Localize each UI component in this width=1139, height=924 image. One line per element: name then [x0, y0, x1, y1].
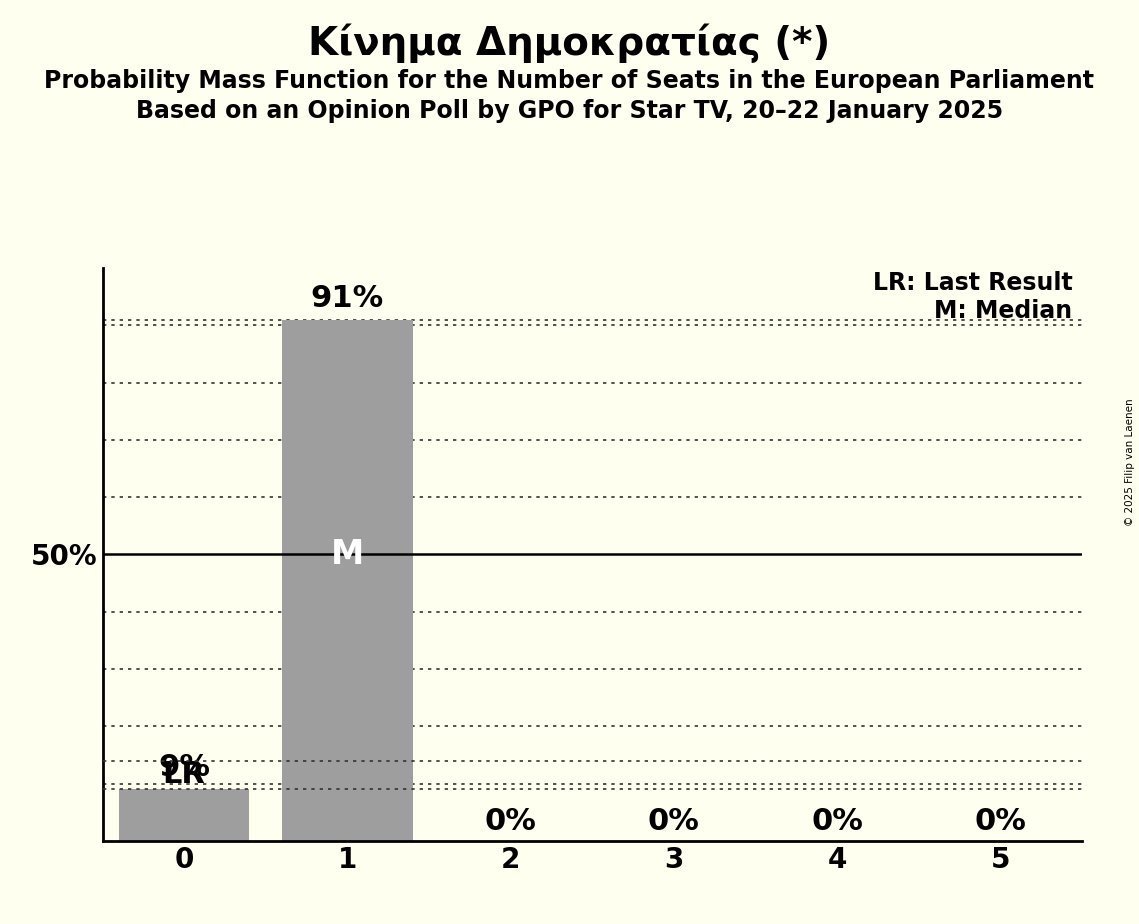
Bar — [282, 320, 412, 841]
Text: Probability Mass Function for the Number of Seats in the European Parliament: Probability Mass Function for the Number… — [44, 69, 1095, 93]
Text: Based on an Opinion Poll by GPO for Star TV, 20–22 January 2025: Based on an Opinion Poll by GPO for Star… — [136, 99, 1003, 123]
Text: Κίνημα Δημοκρατίας (*): Κίνημα Δημοκρατίας (*) — [309, 23, 830, 63]
Text: M: Median: M: Median — [934, 299, 1072, 323]
Text: 0%: 0% — [485, 808, 536, 836]
Bar — [118, 789, 249, 841]
Text: LR: LR — [163, 760, 205, 789]
Text: © 2025 Filip van Laenen: © 2025 Filip van Laenen — [1125, 398, 1134, 526]
Text: 0%: 0% — [975, 808, 1026, 836]
Text: 0%: 0% — [648, 808, 699, 836]
Text: LR: Last Result: LR: Last Result — [872, 271, 1072, 295]
Text: M: M — [330, 538, 364, 571]
Text: 91%: 91% — [311, 284, 384, 312]
Text: 9%: 9% — [158, 753, 210, 783]
Text: 0%: 0% — [811, 808, 863, 836]
